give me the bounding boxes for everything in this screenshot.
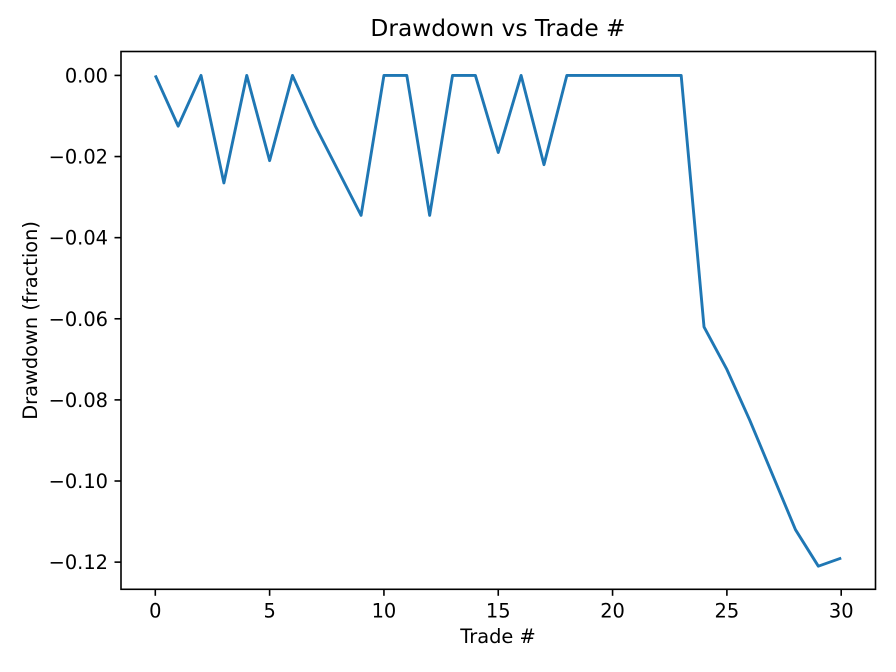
y-axis-label: Drawdown (fraction) [19, 221, 42, 420]
y-tick-label: −0.12 [49, 551, 108, 574]
x-axis-label: Trade # [459, 625, 536, 648]
x-tick-label: 0 [149, 599, 161, 622]
y-axis: 0.00 −0.02 −0.04 −0.06 −0.08 −0.10 −0.12 [49, 64, 121, 574]
x-tick-label: 30 [829, 599, 854, 622]
y-tick-label: −0.10 [49, 470, 108, 493]
axes-frame [120, 50, 877, 591]
x-tick-label: 20 [600, 599, 625, 622]
y-tick-label: −0.06 [49, 308, 108, 331]
plot-area [121, 51, 876, 590]
y-tick-label: −0.04 [49, 227, 108, 250]
x-tick-label: 25 [715, 599, 740, 622]
y-tick-label: −0.02 [49, 146, 108, 169]
x-tick-label: 5 [263, 599, 275, 622]
x-tick-label: 15 [486, 599, 511, 622]
x-tick-label: 10 [372, 599, 397, 622]
y-tick-label: −0.08 [49, 389, 108, 412]
chart-title: Drawdown vs Trade # [370, 15, 625, 42]
y-tick-label: 0.00 [65, 64, 108, 87]
x-axis: 0 5 10 15 20 25 30 [149, 589, 854, 622]
drawdown-line [153, 73, 842, 568]
